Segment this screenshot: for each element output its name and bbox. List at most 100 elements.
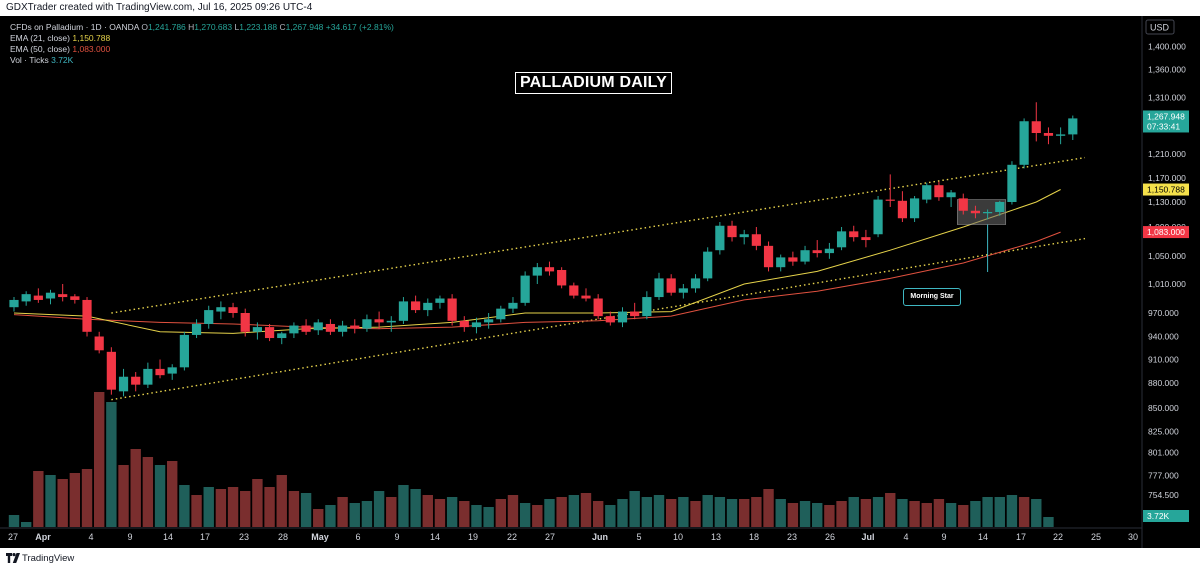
candle-body[interactable] — [1043, 133, 1054, 136]
candle-body[interactable] — [33, 295, 43, 300]
candle-body[interactable] — [1019, 121, 1029, 165]
volume-row[interactable]: Vol · Ticks 3.72K — [10, 55, 394, 66]
candle-body[interactable] — [666, 278, 676, 293]
candle-body[interactable] — [496, 308, 506, 320]
candle-body[interactable] — [581, 295, 591, 299]
candle-body[interactable] — [9, 299, 19, 308]
x-tick-label: 4 — [903, 532, 908, 542]
candle-body[interactable] — [301, 325, 311, 332]
candle-body[interactable] — [398, 301, 409, 321]
candle-body[interactable] — [21, 294, 31, 302]
candle-body[interactable] — [593, 298, 603, 317]
candle-body[interactable] — [216, 307, 226, 312]
candle-body[interactable] — [654, 278, 664, 298]
candle-body[interactable] — [82, 299, 92, 332]
symbol-row[interactable]: CFDs on Palladium · 1D · OANDA O1,241.78… — [10, 22, 394, 33]
candle-body[interactable] — [277, 333, 287, 339]
candle-body[interactable] — [1056, 134, 1066, 136]
candle-body[interactable] — [423, 302, 433, 311]
candle-body[interactable] — [532, 267, 542, 276]
volume-bar — [8, 515, 20, 527]
candle-body[interactable] — [983, 212, 993, 214]
candle-body[interactable] — [484, 319, 494, 323]
candle-body[interactable] — [179, 334, 189, 368]
candle-body[interactable] — [739, 234, 749, 238]
candle-body[interactable] — [995, 202, 1005, 212]
candle-body[interactable] — [909, 198, 920, 219]
y-tick-label: 1,310.000 — [1148, 93, 1186, 103]
candle-body[interactable] — [459, 320, 469, 328]
candle-body[interactable] — [1007, 164, 1017, 202]
candle-body[interactable] — [70, 296, 80, 300]
candle-body[interactable] — [264, 327, 275, 339]
candle-body[interactable] — [106, 351, 116, 390]
candle-body[interactable] — [812, 250, 822, 254]
candle-body[interactable] — [45, 292, 56, 299]
candle-body[interactable] — [800, 250, 810, 262]
candle-body[interactable] — [751, 234, 761, 246]
candle-body[interactable] — [471, 322, 482, 328]
candle-body[interactable] — [617, 311, 628, 323]
candle-body[interactable] — [776, 257, 786, 268]
candle-body[interactable] — [946, 192, 956, 198]
candle-body[interactable] — [143, 368, 153, 385]
candle-body[interactable] — [690, 278, 701, 289]
candle-body[interactable] — [411, 301, 421, 311]
candle-body[interactable] — [788, 257, 798, 262]
candle-body[interactable] — [362, 319, 372, 329]
candle-body[interactable] — [131, 376, 141, 385]
candle-body[interactable] — [703, 251, 713, 279]
candle-body[interactable] — [520, 275, 530, 303]
candle-body[interactable] — [958, 198, 968, 211]
candle-body[interactable] — [1068, 118, 1078, 135]
candle-body[interactable] — [836, 231, 847, 248]
candle-body[interactable] — [885, 199, 895, 201]
candle-body[interactable] — [630, 311, 640, 317]
candle-body[interactable] — [508, 302, 518, 309]
ema50-row[interactable]: EMA (50, close) 1,083.000 — [10, 44, 394, 55]
candle-body[interactable] — [922, 185, 932, 200]
candle-body[interactable] — [191, 323, 202, 335]
candle-body[interactable] — [727, 225, 737, 238]
candle-body[interactable] — [557, 270, 567, 286]
candle-body[interactable] — [313, 322, 323, 331]
candle-body[interactable] — [386, 320, 396, 323]
candle-body[interactable] — [435, 298, 445, 303]
candle-body[interactable] — [569, 285, 579, 296]
candle-body[interactable] — [155, 368, 165, 376]
candle-body[interactable] — [849, 231, 859, 238]
candle-body[interactable] — [58, 294, 68, 298]
candle-body[interactable] — [605, 316, 615, 323]
candle-body[interactable] — [873, 199, 883, 235]
candle-body[interactable] — [240, 313, 250, 332]
candle-body[interactable] — [715, 225, 725, 251]
candle-body[interactable] — [94, 336, 104, 351]
candle-body[interactable] — [350, 325, 360, 329]
currency-box[interactable] — [1145, 19, 1175, 35]
candle-body[interactable] — [678, 288, 688, 293]
candle-body[interactable] — [289, 325, 299, 334]
chart-title: PALLADIUM DAILY — [515, 72, 672, 94]
candle-body[interactable] — [1031, 121, 1041, 133]
candle-body[interactable] — [374, 319, 384, 323]
candle-body[interactable] — [337, 325, 348, 332]
candle-body[interactable] — [934, 185, 944, 198]
candle-body[interactable] — [763, 245, 774, 268]
chart-area[interactable]: USD1,400.0001,360.0001,310.0001,250.0001… — [0, 16, 1200, 548]
candle-body[interactable] — [824, 248, 834, 254]
candle-body[interactable] — [204, 310, 214, 324]
candle-body[interactable] — [544, 267, 555, 272]
candle-body[interactable] — [228, 307, 238, 313]
candle-body[interactable] — [642, 297, 652, 317]
ema21-row[interactable]: EMA (21, close) 1,150.788 — [10, 33, 394, 44]
candle-body[interactable] — [897, 200, 908, 219]
morning-star-annotation[interactable]: Morning Star — [903, 288, 961, 306]
candle-body[interactable] — [861, 237, 871, 241]
candle-body[interactable] — [118, 376, 129, 392]
candle-body[interactable] — [325, 323, 336, 332]
candle-body[interactable] — [970, 210, 981, 214]
candle-body[interactable] — [167, 367, 177, 374]
candle-body[interactable] — [252, 327, 262, 332]
price-chart[interactable]: USD1,400.0001,360.0001,310.0001,250.0001… — [0, 16, 1200, 548]
candle-body[interactable] — [447, 298, 457, 321]
